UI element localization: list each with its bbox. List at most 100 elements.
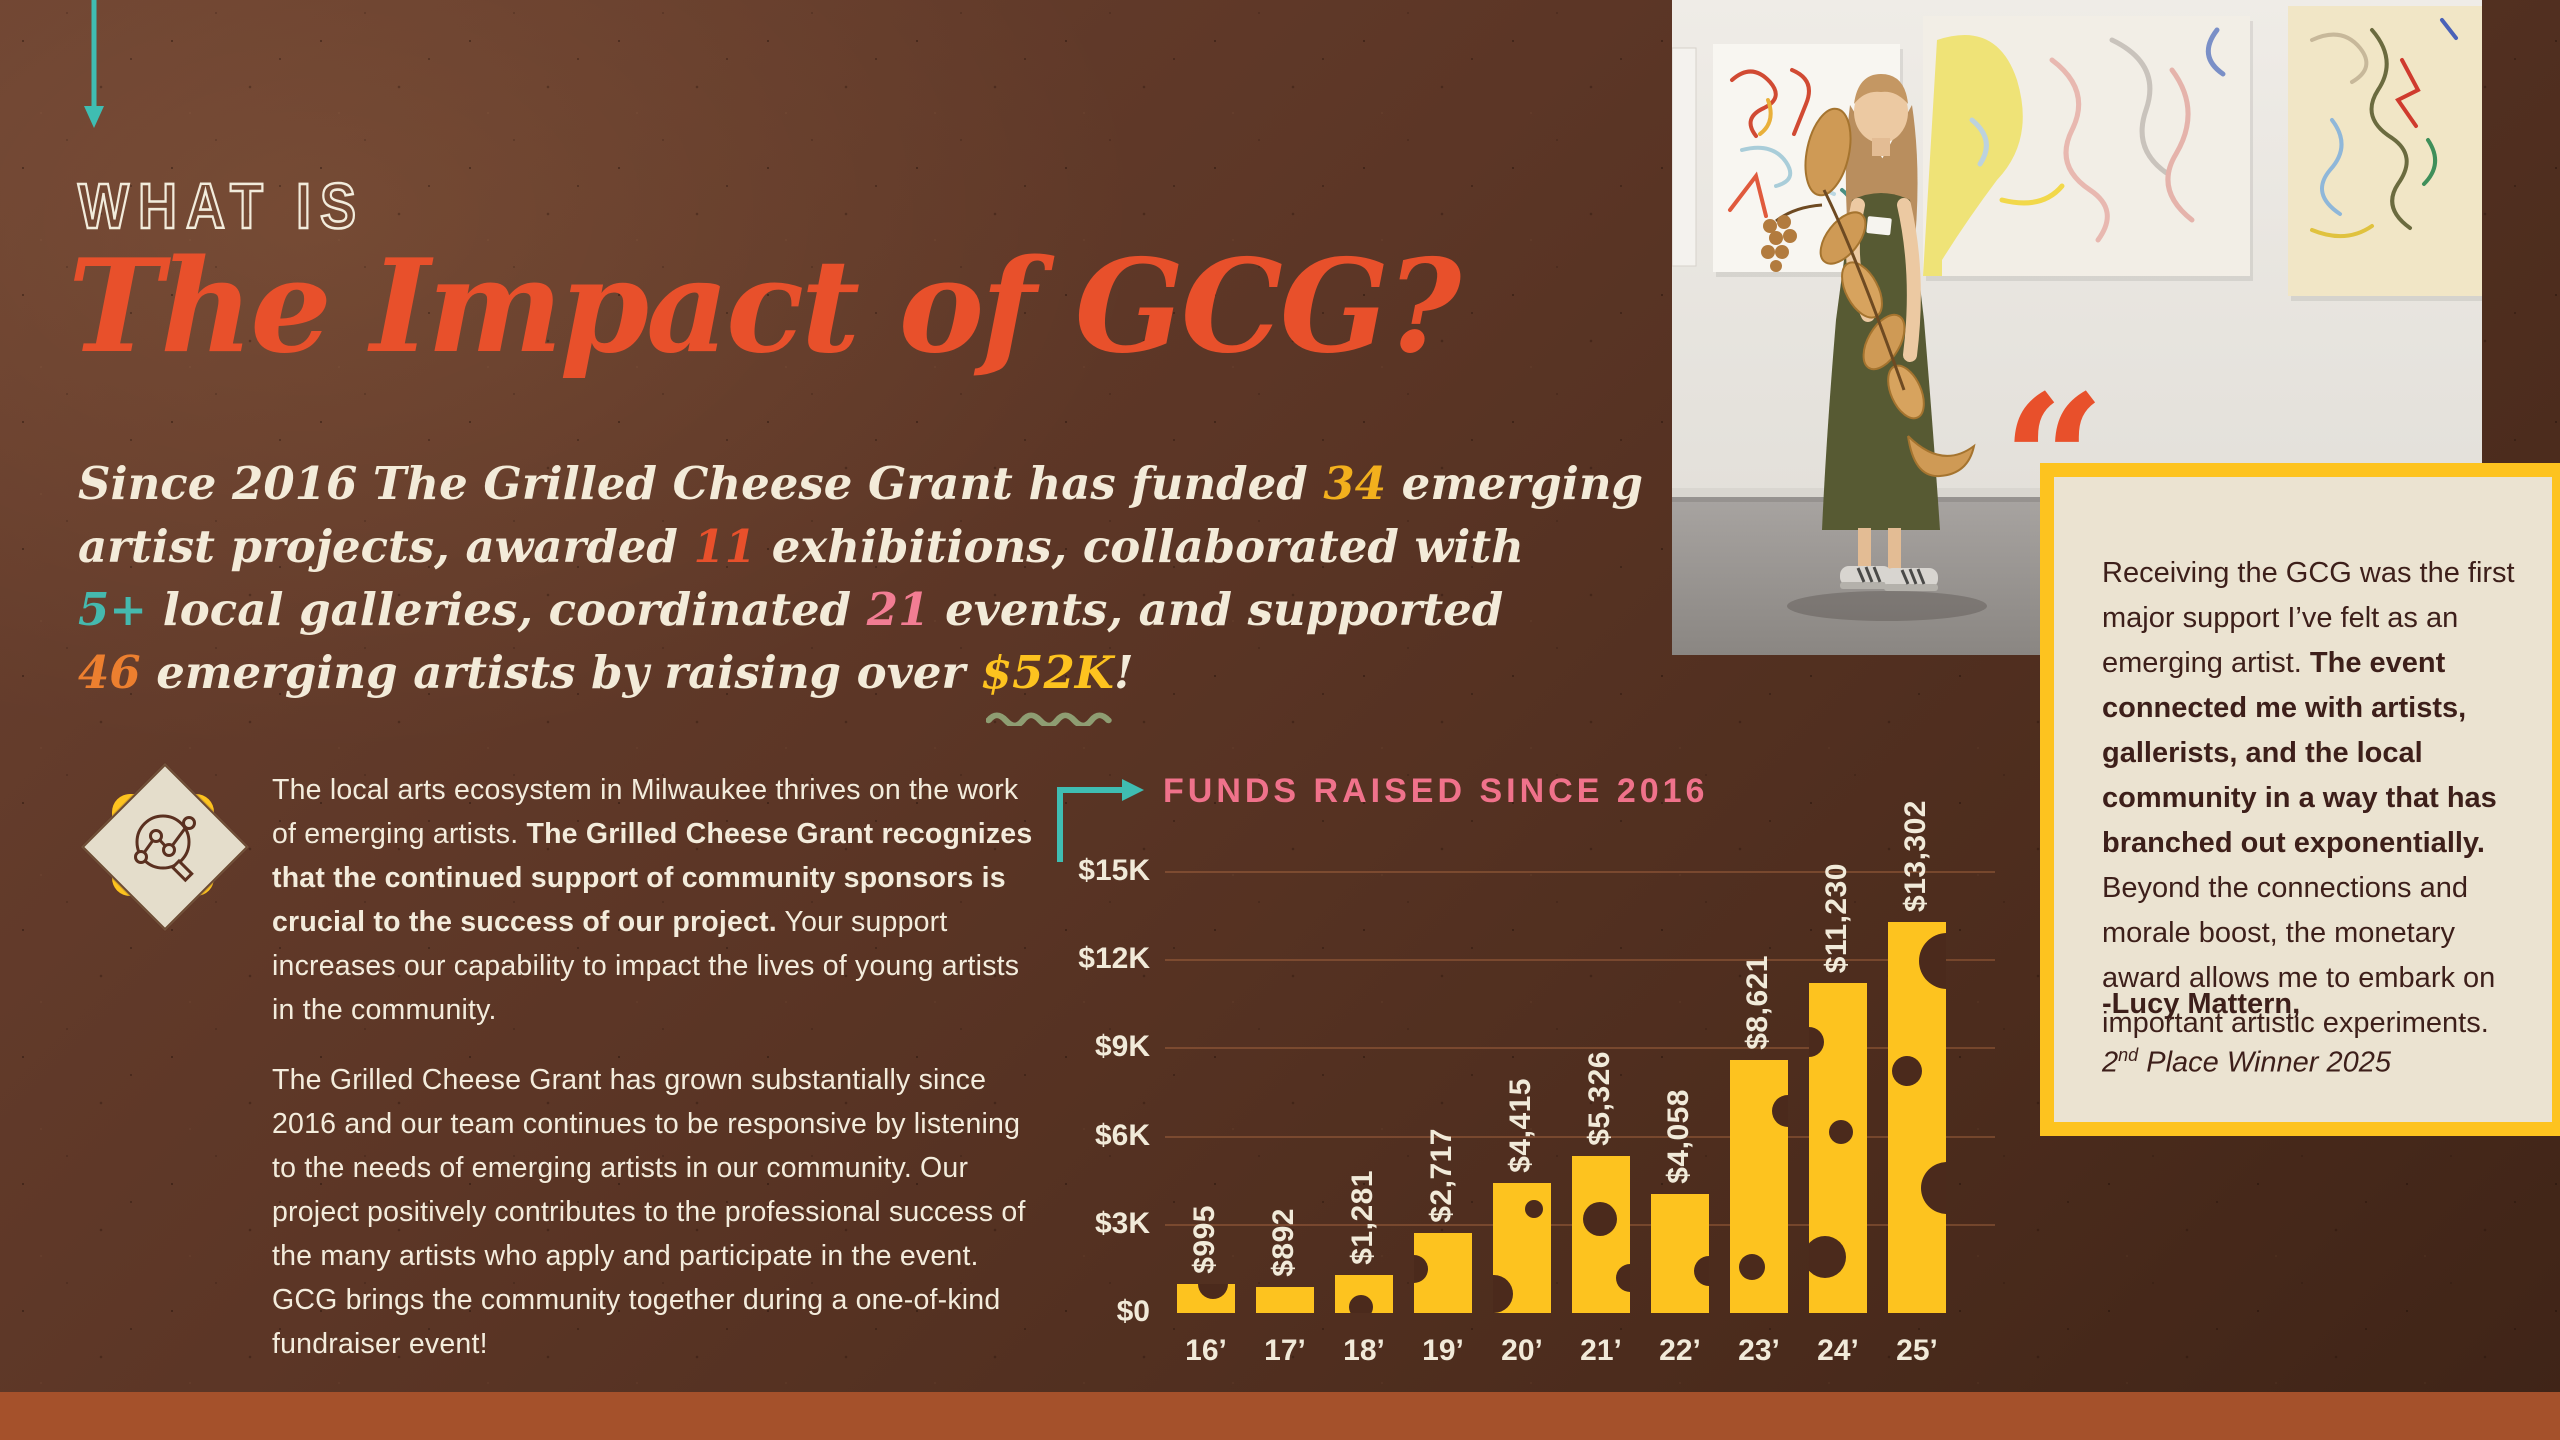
cheese-hole [1828, 1119, 1853, 1144]
bar-value-label: $13,302 [1899, 800, 1932, 912]
page-title: The Impact of GCG? [68, 232, 1461, 382]
intro-text: artist projects, awarded [78, 520, 694, 573]
bar-value-label: $1,281 [1346, 1170, 1379, 1265]
bottom-accent-bar [0, 1392, 2560, 1440]
body-copy: The local arts ecosystem in Milwaukee th… [272, 768, 1034, 1392]
quote-attribution-name: -Lucy Mattern, [2102, 988, 2301, 1021]
cheese-hole [1809, 1235, 1847, 1278]
gridline [1165, 1135, 1995, 1138]
bar-value-label: $11,230 [1820, 862, 1853, 973]
quote-segment: Receiving the GCG was the first major su… [2102, 557, 2515, 679]
bar-value-label: $892 [1267, 1208, 1300, 1277]
y-axis-tick: $12K [1078, 942, 1150, 976]
stat-highlight: 21 [866, 583, 930, 636]
chart-title: FUNDS RAISED SINCE 2016 [1163, 772, 1709, 810]
analytics-magnifier-icon [81, 763, 249, 931]
intro-text: Since 2016 The Grilled Cheese Grant has … [78, 457, 1324, 510]
quote-attribution-title: 2nd Place Winner 2025 [2102, 1045, 2392, 1079]
x-axis-label: 18’ [1343, 1334, 1385, 1367]
bar-value-label: $2,717 [1425, 1128, 1458, 1223]
x-axis-label: 21’ [1580, 1334, 1622, 1367]
chart-bar [1414, 1233, 1472, 1313]
intro-line: Since 2016 The Grilled Cheese Grant has … [78, 452, 1643, 515]
bar-value-label: $4,415 [1504, 1078, 1537, 1173]
body-text: The local arts ecosystem in Milwaukee th… [272, 774, 1019, 850]
x-axis-label: 25’ [1896, 1334, 1938, 1367]
intro-text: ! [1113, 646, 1134, 699]
bar-value-label: $4,058 [1662, 1089, 1695, 1184]
cheese-hole [1921, 1161, 1946, 1214]
intro-text: events, and supported [929, 583, 1504, 636]
cheese-hole [1739, 1254, 1766, 1281]
chart-bar [1572, 1156, 1630, 1313]
quote-mark-icon: “ [2002, 356, 2106, 567]
chart-bar [1888, 922, 1946, 1313]
intro-line: 46 emerging artists by raising over $52K… [78, 641, 1638, 726]
y-axis-tick: $3K [1094, 1206, 1150, 1240]
intro-text: exhibitions, collaborated with [756, 520, 1524, 573]
y-axis-tick: $6K [1094, 1118, 1150, 1152]
quote-card: Receiving the GCG was the first major su… [2040, 463, 2560, 1136]
intro-line: artist projects, awarded 11 exhibitions,… [78, 515, 1638, 578]
cheese-hole [1694, 1256, 1709, 1287]
quote-segment: The event connected me with artists, gal… [2102, 647, 2497, 859]
stat-highlight: 5+ [78, 583, 148, 636]
x-axis-label: 19’ [1422, 1334, 1464, 1367]
elbow-arrow-icon [1052, 772, 1152, 864]
quote-segment: Beyond the connections and morale boost,… [2102, 872, 2496, 1039]
gridline [1165, 1047, 1995, 1050]
squiggle-underline-icon [986, 712, 1112, 726]
chart-bar [1730, 1060, 1788, 1313]
x-axis-label: 22’ [1659, 1334, 1701, 1367]
chart-bar [1177, 1284, 1235, 1313]
bar-value-label: $8,621 [1741, 955, 1774, 1050]
body-paragraph-1: The local arts ecosystem in Milwaukee th… [272, 768, 1034, 1032]
eyebrow-label: WHAT IS [77, 170, 365, 243]
down-arrow-icon [82, 0, 106, 130]
gridline [1165, 959, 1995, 962]
cheese-hole [1524, 1200, 1543, 1218]
x-axis-label: 16’ [1185, 1334, 1227, 1367]
chart-bar [1651, 1194, 1709, 1313]
intro-text: local galleries, coordinated [147, 583, 867, 636]
gridline [1165, 871, 1995, 873]
cheese-hole [1349, 1295, 1374, 1313]
icon-diamond-frame [81, 763, 249, 931]
x-axis-label: 24’ [1817, 1334, 1859, 1367]
stat-highlight: $52K [981, 641, 1114, 726]
body-text: Your support increases our capability to… [272, 906, 1020, 1026]
intro-line: 5+ local galleries, coordinated 21 event… [78, 578, 1638, 641]
y-axis-tick: $9K [1094, 1030, 1150, 1064]
cheese-hole [1809, 1027, 1824, 1058]
intro-text: emerging artists by raising over [140, 646, 981, 699]
bar-value-label: $995 [1188, 1205, 1221, 1274]
chart-bar [1256, 1287, 1314, 1313]
gallery-photo [1671, 0, 2485, 655]
cheese-hole [1919, 933, 1946, 990]
quote-text: Receiving the GCG was the first major su… [2102, 551, 2516, 1046]
cheese-hole [1414, 1255, 1428, 1283]
bar-value-label: $5,326 [1583, 1051, 1616, 1146]
x-axis-label: 20’ [1501, 1334, 1543, 1367]
x-axis-label: 17’ [1264, 1334, 1306, 1367]
cheese-hole [1582, 1201, 1617, 1236]
body-text: The Grilled Cheese Grant has grown subst… [272, 1064, 1026, 1360]
cheese-hole [1616, 1264, 1630, 1293]
cheese-hole [1892, 1055, 1923, 1086]
intro-paragraph: Since 2016 The Grilled Cheese Grant has … [78, 452, 1643, 726]
y-axis-tick: $15K [1078, 854, 1150, 887]
stat-highlight: 34 [1323, 457, 1387, 510]
cheese-hole [1493, 1274, 1514, 1313]
cheese-hole [1772, 1094, 1788, 1127]
chart-bar [1493, 1183, 1551, 1313]
chart-bar [1335, 1275, 1393, 1313]
intro-text: emerging [1386, 457, 1644, 510]
stat-highlight: 46 [78, 646, 141, 699]
chart-bar [1809, 983, 1867, 1313]
x-axis-label: 23’ [1738, 1334, 1780, 1367]
body-paragraph-2: The Grilled Cheese Grant has grown subst… [272, 1058, 1034, 1366]
y-axis-tick: $0 [1116, 1295, 1150, 1328]
cheese-hole [1197, 1284, 1228, 1299]
stat-highlight: 11 [693, 520, 757, 573]
